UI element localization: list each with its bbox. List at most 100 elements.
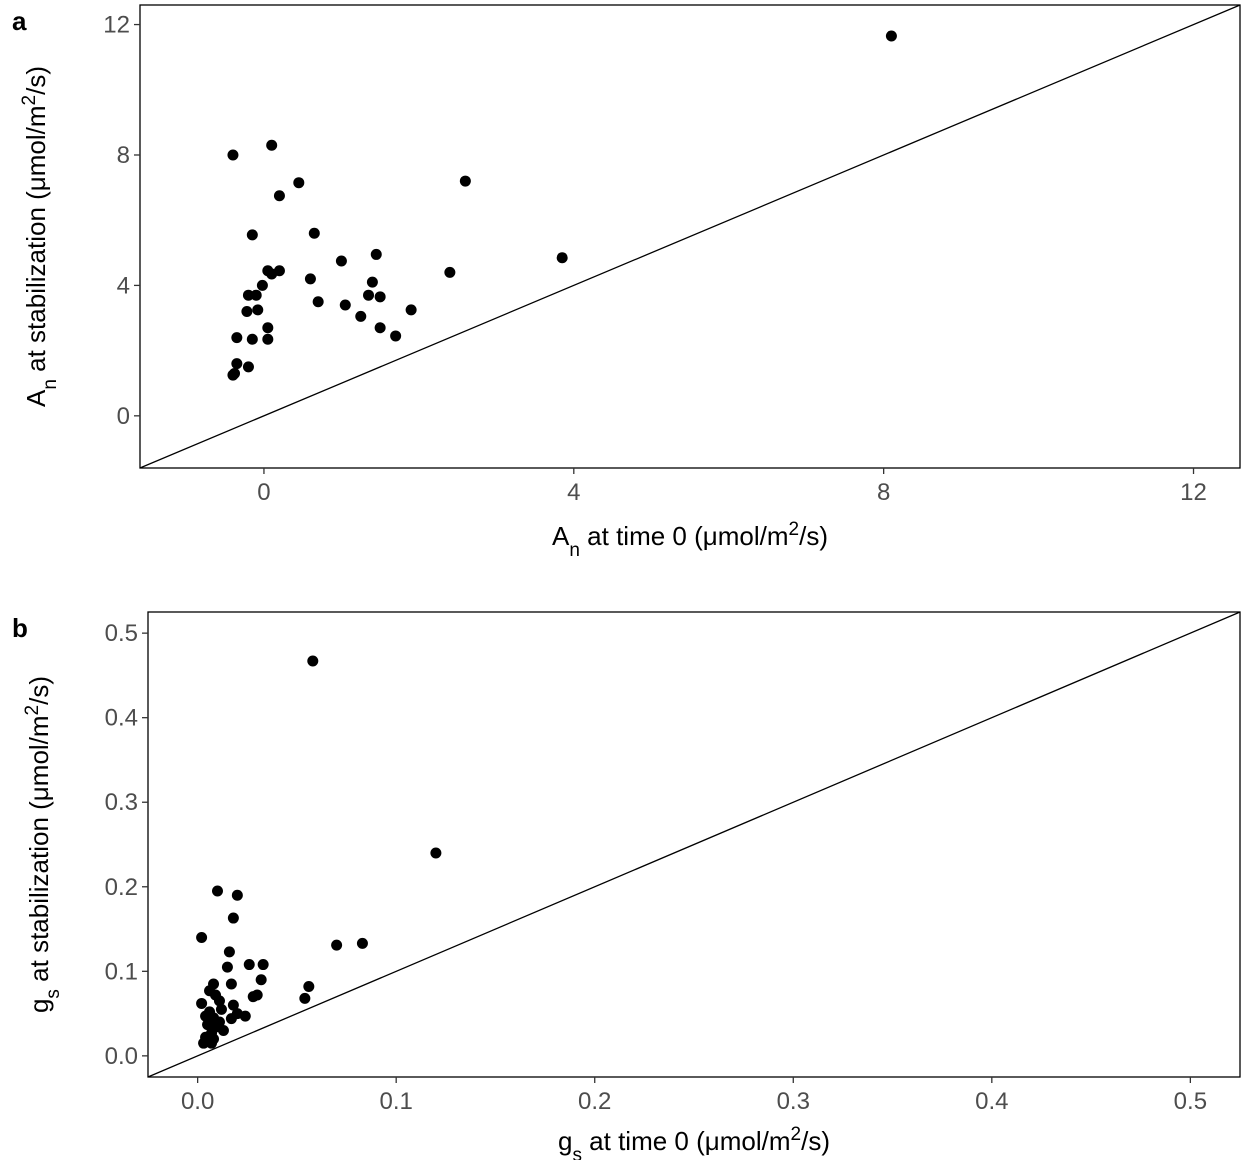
- data-point: [231, 358, 243, 370]
- data-point: [304, 273, 316, 285]
- data-point: [225, 1013, 237, 1025]
- x-axis-title-superscript: 2: [791, 1124, 802, 1145]
- data-point: [262, 333, 274, 345]
- data-point: [459, 175, 471, 187]
- y-tick-label: 0.1: [105, 958, 138, 985]
- data-point: [299, 992, 311, 1004]
- y-axis-title-subscript: s: [43, 989, 64, 999]
- data-point: [312, 296, 324, 308]
- x-tick-label: 0.1: [379, 1088, 412, 1115]
- y-tick-label: 12: [103, 12, 130, 39]
- data-point: [303, 981, 315, 993]
- x-axis-title-subscript: s: [572, 1145, 582, 1160]
- data-point: [273, 265, 285, 277]
- data-point: [196, 997, 208, 1009]
- x-axis-title-tail: /s): [799, 521, 828, 551]
- data-point: [390, 330, 402, 342]
- data-point: [225, 978, 237, 990]
- y-tick-label: 0.0: [105, 1043, 138, 1070]
- data-point: [231, 332, 243, 344]
- data-point: [307, 655, 319, 667]
- y-axis-title-tail: /s): [24, 676, 54, 705]
- y-axis-title-symbol: g: [24, 999, 54, 1013]
- y-axis-title-superscript: 2: [22, 705, 43, 716]
- y-axis-title: gs at stabilization (μmol/m2/s): [22, 676, 64, 1013]
- data-point: [223, 946, 235, 958]
- x-axis-title-symbol: g: [558, 1126, 572, 1156]
- data-point: [196, 932, 208, 943]
- data-point: [255, 974, 267, 986]
- x-axis-title-superscript: 2: [789, 519, 800, 540]
- data-point: [356, 937, 368, 949]
- data-point: [293, 177, 305, 189]
- data-point: [213, 995, 225, 1007]
- data-point: [251, 989, 263, 1001]
- data-point: [227, 149, 239, 161]
- data-point: [339, 299, 351, 311]
- data-point: [243, 959, 255, 971]
- data-point: [198, 1037, 210, 1049]
- x-tick-label: 0.2: [578, 1088, 611, 1115]
- data-point: [227, 369, 239, 381]
- data-point: [227, 999, 239, 1011]
- y-axis-title-subscript: n: [40, 379, 61, 390]
- data-point: [374, 322, 386, 334]
- data-point: [257, 959, 269, 971]
- x-axis-title-subscript: n: [569, 540, 580, 561]
- data-point: [256, 279, 268, 291]
- x-tick-label: 0.0: [181, 1088, 214, 1115]
- data-point: [308, 227, 320, 239]
- x-tick-label: 0.4: [975, 1088, 1008, 1115]
- data-point: [355, 310, 367, 322]
- data-point: [374, 291, 386, 303]
- data-point: [215, 1003, 227, 1015]
- data-point: [273, 190, 285, 202]
- data-point: [242, 361, 254, 373]
- data-point: [227, 912, 239, 924]
- y-tick-label: 8: [117, 142, 130, 169]
- data-point: [405, 304, 417, 316]
- y-axis-title-text: at stabilization (μmol/m: [24, 715, 54, 989]
- x-axis-title-tail: /s): [801, 1126, 830, 1156]
- x-tick-label: 8: [877, 479, 890, 506]
- identity-line: [140, 5, 1240, 468]
- y-axis-title: An at stabilization (μmol/m2/s): [19, 66, 61, 407]
- data-point: [444, 266, 456, 278]
- x-tick-label: 12: [1180, 479, 1207, 506]
- data-point: [370, 248, 382, 260]
- data-point: [221, 961, 233, 973]
- data-point: [556, 252, 568, 264]
- y-tick-label: 4: [117, 272, 130, 299]
- y-axis-title-superscript: 2: [19, 95, 40, 106]
- plot-frame: [139, 4, 1241, 469]
- data-point: [231, 889, 243, 901]
- data-point: [242, 289, 254, 301]
- y-tick-label: 0.5: [105, 620, 138, 647]
- data-point: [250, 289, 262, 301]
- data-point: [252, 304, 264, 316]
- x-tick-label: 0.3: [777, 1088, 810, 1115]
- data-point: [246, 229, 258, 241]
- data-point: [885, 30, 897, 42]
- data-point: [262, 322, 274, 334]
- data-point: [239, 1010, 251, 1022]
- plot-frame: [147, 611, 1241, 1078]
- x-axis-title: An at time 0 (μmol/m2/s): [552, 519, 828, 561]
- y-axis-title-tail: /s): [21, 66, 51, 95]
- data-point: [266, 139, 278, 151]
- data-point: [363, 289, 375, 301]
- x-axis-title-symbol: A: [552, 521, 570, 551]
- data-point: [211, 885, 223, 897]
- panel-b: 0.0 0.1 0.2 0.3 0.4 0.50.00.10.20.30.40.5gs a…: [12, 611, 1241, 1160]
- data-point: [335, 255, 347, 267]
- data-point: [366, 276, 378, 288]
- y-tick-label: 0.2: [105, 874, 138, 901]
- data-point: [217, 1025, 229, 1036]
- data-point: [246, 333, 258, 345]
- x-axis-title-text: at time 0 (μmol/m: [580, 521, 789, 551]
- panel-tag: a: [12, 6, 27, 36]
- y-axis-title-text: at stabilization (μmol/m: [21, 105, 51, 379]
- x-axis-title-text: at time 0 (μmol/m: [582, 1126, 791, 1156]
